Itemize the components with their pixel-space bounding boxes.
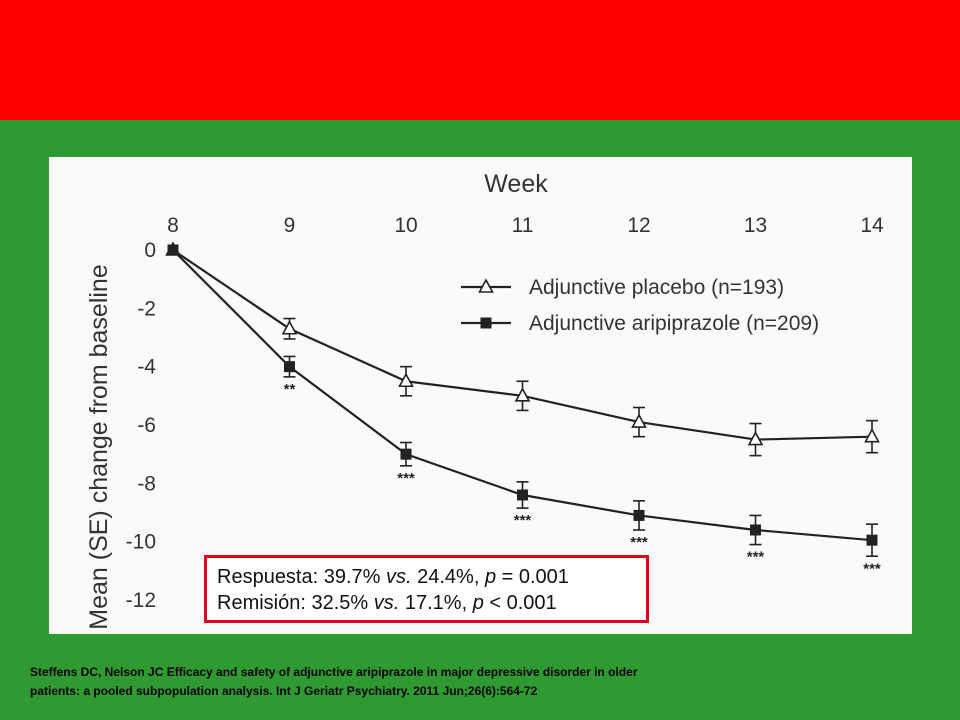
top-banner: [0, 0, 960, 120]
placebo-point-marker: [747, 430, 764, 446]
y-tick-label: -2: [137, 297, 156, 320]
response-p-value: = 0.001: [496, 566, 569, 588]
placebo-point-marker: [631, 413, 647, 428]
y-tick-label: -12: [126, 589, 156, 612]
placebo-point-marker: [398, 372, 414, 388]
remission-p: p: [472, 592, 484, 614]
results-box: Respuesta: 39.7% vs. 24.4%, p = 0.001 Re…: [204, 555, 649, 623]
legend-label: Adjunctive aripiprazole (n=209): [529, 312, 819, 335]
x-tick-label: 12: [627, 214, 650, 237]
y-tick-label: -8: [137, 472, 156, 495]
response-p: p: [484, 566, 497, 588]
aripiprazole-point-marker: [866, 534, 878, 546]
aripiprazole-point-marker: [517, 489, 528, 501]
significance-label: ***: [397, 470, 415, 487]
remission-p-value: < 0.001: [483, 592, 557, 614]
remission-vs: vs.: [373, 592, 400, 614]
x-tick-label: 13: [744, 214, 767, 237]
placebo-point-marker: [864, 427, 880, 443]
aripiprazole-point-marker: [750, 524, 761, 536]
y-tick-label: -10: [126, 531, 156, 554]
response-values: 24.4%,: [411, 566, 485, 588]
response-vs: vs.: [386, 566, 412, 588]
y-tick-label: -4: [137, 356, 156, 379]
citation-line-1: Steffens DC, Nelson JC Efficacy and safe…: [30, 665, 638, 679]
citation-line-2: patients: a pooled subpopulation analysi…: [30, 684, 538, 698]
legend-marker-square: [480, 317, 492, 329]
x-tick-label: 10: [394, 214, 417, 237]
remission-result: Remisión: 32.5% vs. 17.1%, p < 0.001: [217, 590, 646, 616]
legend-label: Adjunctive placebo (n=193): [529, 276, 784, 299]
citation: Steffens DC, Nelson JC Efficacy and safe…: [30, 663, 910, 701]
response-result: Respuesta: 39.7% vs. 24.4%, p = 0.001: [217, 564, 646, 590]
significance-label: ***: [514, 512, 532, 529]
x-tick-label: 8: [167, 214, 179, 237]
significance-label: ***: [863, 560, 881, 577]
chart-panel: Week Mean (SE) change from baseline 8 9 10…: [49, 157, 912, 634]
x-axis-title: Week: [484, 170, 548, 198]
aripiprazole-point-marker: [167, 244, 179, 256]
aripiprazole-point-marker: [400, 448, 412, 460]
y-tick-label: -6: [137, 414, 156, 437]
legend-marker-triangle: [478, 278, 494, 293]
aripiprazole-point-marker: [284, 361, 295, 373]
aripiprazole-point-marker: [633, 509, 645, 521]
response-label: Respuesta: 39.7%: [217, 566, 386, 588]
x-tick-label: 14: [860, 214, 884, 237]
remission-values: 17.1%,: [399, 592, 473, 614]
y-axis-title: Mean (SE) change from baseline: [85, 264, 113, 629]
y-tick-label: 0: [144, 239, 156, 262]
significance-label: ***: [747, 549, 765, 566]
significance-label: ***: [630, 534, 648, 551]
placebo-point-marker: [514, 387, 531, 402]
significance-label: **: [284, 381, 296, 398]
line-chart: Week Mean (SE) change from baseline 8 9 10…: [85, 170, 884, 630]
placebo-point-marker: [281, 320, 298, 335]
remission-label: Remisión: 32.5%: [217, 592, 374, 614]
x-tick-label: 9: [284, 214, 296, 237]
x-tick-label: 11: [512, 214, 534, 237]
